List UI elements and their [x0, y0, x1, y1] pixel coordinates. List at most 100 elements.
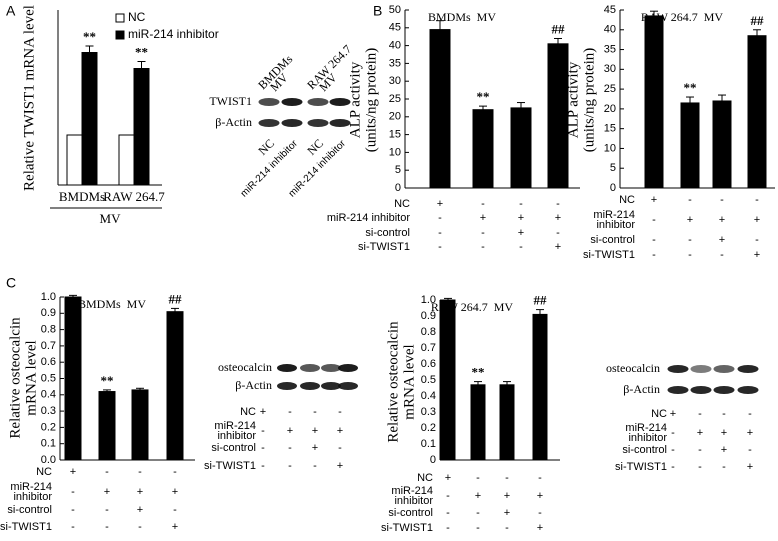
- bar: [644, 15, 664, 189]
- treatment-sign: -: [481, 241, 485, 253]
- treatment-sign: +: [312, 425, 318, 437]
- blot-band: [300, 382, 320, 390]
- treatment-label: si-control: [7, 504, 52, 516]
- blot-band: [667, 386, 689, 394]
- y-axis-label: (units/ng protein): [581, 48, 597, 153]
- treatment-label: NC: [394, 198, 410, 210]
- treatment-sign: +: [480, 212, 486, 224]
- y-tick-label: 0.1: [421, 438, 436, 450]
- treatment-sign: +: [437, 198, 443, 210]
- y-tick-label: 0.2: [421, 422, 436, 434]
- y-tick-label: 20: [604, 103, 616, 115]
- bar: [66, 134, 83, 186]
- treatment-sign: +: [70, 466, 76, 478]
- treatment-sign: -: [446, 490, 450, 502]
- bar: [81, 52, 98, 186]
- treatment-sign: -: [338, 406, 342, 418]
- treatment-sign: -: [505, 472, 509, 484]
- chart-title: BMDMs MV: [428, 10, 496, 24]
- treatment-label: si-control: [590, 234, 635, 246]
- y-tick-label: 0: [610, 182, 616, 194]
- treatment-sign: -: [505, 522, 509, 534]
- treatment-sign: +: [719, 234, 725, 246]
- y-tick-label: 45: [604, 4, 616, 16]
- treatment-label: miR-214 inhibitor: [327, 212, 410, 224]
- bar: [133, 68, 150, 186]
- blot-band: [690, 386, 712, 394]
- y-tick-label: 0: [430, 454, 436, 466]
- y-tick-label: 0.3: [421, 406, 436, 418]
- significance: ##: [534, 293, 548, 308]
- y-tick-label: 0.6: [421, 358, 436, 370]
- treatment-label: NC: [417, 472, 433, 484]
- y-tick-label: 0.8: [41, 324, 56, 336]
- treatment-sign: -: [671, 461, 675, 473]
- treatment-sign: -: [313, 406, 317, 418]
- treatment-sign: +: [445, 472, 451, 484]
- bar: [510, 107, 532, 189]
- treatment-sign: +: [754, 214, 760, 226]
- treatment-sign: -: [173, 466, 177, 478]
- treatment-label: miR-214: [625, 422, 667, 434]
- treatment-sign: +: [172, 521, 178, 533]
- treatment-sign: +: [747, 461, 753, 473]
- bar: [470, 384, 486, 461]
- y-tick-label: 1.0: [421, 294, 436, 306]
- blot-band: [690, 365, 712, 373]
- treatment-sign: -: [338, 442, 342, 454]
- y-tick-label: 0.9: [421, 310, 436, 322]
- treatment-sign: +: [260, 406, 266, 418]
- y-tick-label: 0.4: [421, 390, 436, 402]
- bar: [118, 134, 135, 186]
- treatment-label: si-TWIST1: [204, 460, 256, 472]
- treatment-label: NC: [651, 408, 667, 420]
- blot-row-label: β-Actin: [215, 115, 252, 129]
- y-axis-label: mRNA level: [401, 344, 417, 419]
- treatment-label: si-control: [211, 442, 256, 454]
- blot-band: [713, 365, 735, 373]
- blot-band: [737, 365, 759, 373]
- treatment-sign: -: [519, 241, 523, 253]
- blot-band: [713, 386, 735, 394]
- significance: ##: [751, 13, 765, 28]
- blot-band: [321, 382, 341, 390]
- blot-row-label: osteocalcin: [218, 360, 272, 374]
- y-tick-label: 0.3: [41, 405, 56, 417]
- treatment-label: inhibitor: [596, 219, 635, 231]
- treatment-sign: +: [312, 442, 318, 454]
- treatment-label: si-control: [365, 227, 410, 239]
- treatment-sign: -: [71, 486, 75, 498]
- treatment-sign: -: [698, 408, 702, 420]
- y-tick-label: 0.0: [41, 454, 56, 466]
- y-tick-label: 0.6: [41, 356, 56, 368]
- treatment-sign: -: [722, 408, 726, 420]
- treatment-sign: -: [481, 227, 485, 239]
- significance: **: [83, 29, 96, 44]
- treatment-sign: +: [518, 227, 524, 239]
- significance: ##: [552, 21, 566, 36]
- treatment-sign: -: [556, 198, 560, 210]
- treatment-sign: +: [651, 194, 657, 206]
- blot-band: [338, 364, 358, 372]
- x-tick-label: BMDMs: [59, 189, 105, 204]
- treatment-sign: -: [688, 249, 692, 261]
- panel-label: C: [6, 275, 16, 291]
- y-tick-label: 40: [389, 40, 401, 52]
- treatment-label: si-control: [388, 507, 433, 519]
- y-axis-label: Relative TWIST1 mRNA level: [21, 5, 37, 191]
- treatment-sign: -: [688, 234, 692, 246]
- treatment-sign: +: [747, 427, 753, 439]
- treatment-sign: -: [671, 444, 675, 456]
- y-axis-label: mRNA level: [23, 340, 39, 415]
- blot-band: [277, 382, 297, 390]
- treatment-sign: -: [288, 460, 292, 472]
- significance: **: [101, 373, 114, 388]
- treatment-sign: -: [755, 194, 759, 206]
- treatment-sign: -: [138, 466, 142, 478]
- bar: [747, 35, 767, 189]
- y-tick-label: 0.9: [41, 307, 56, 319]
- treatment-label: si-TWIST1: [615, 461, 667, 473]
- blot-band: [329, 98, 351, 106]
- y-tick-label: 30: [604, 63, 616, 75]
- treatment-sign: +: [555, 212, 561, 224]
